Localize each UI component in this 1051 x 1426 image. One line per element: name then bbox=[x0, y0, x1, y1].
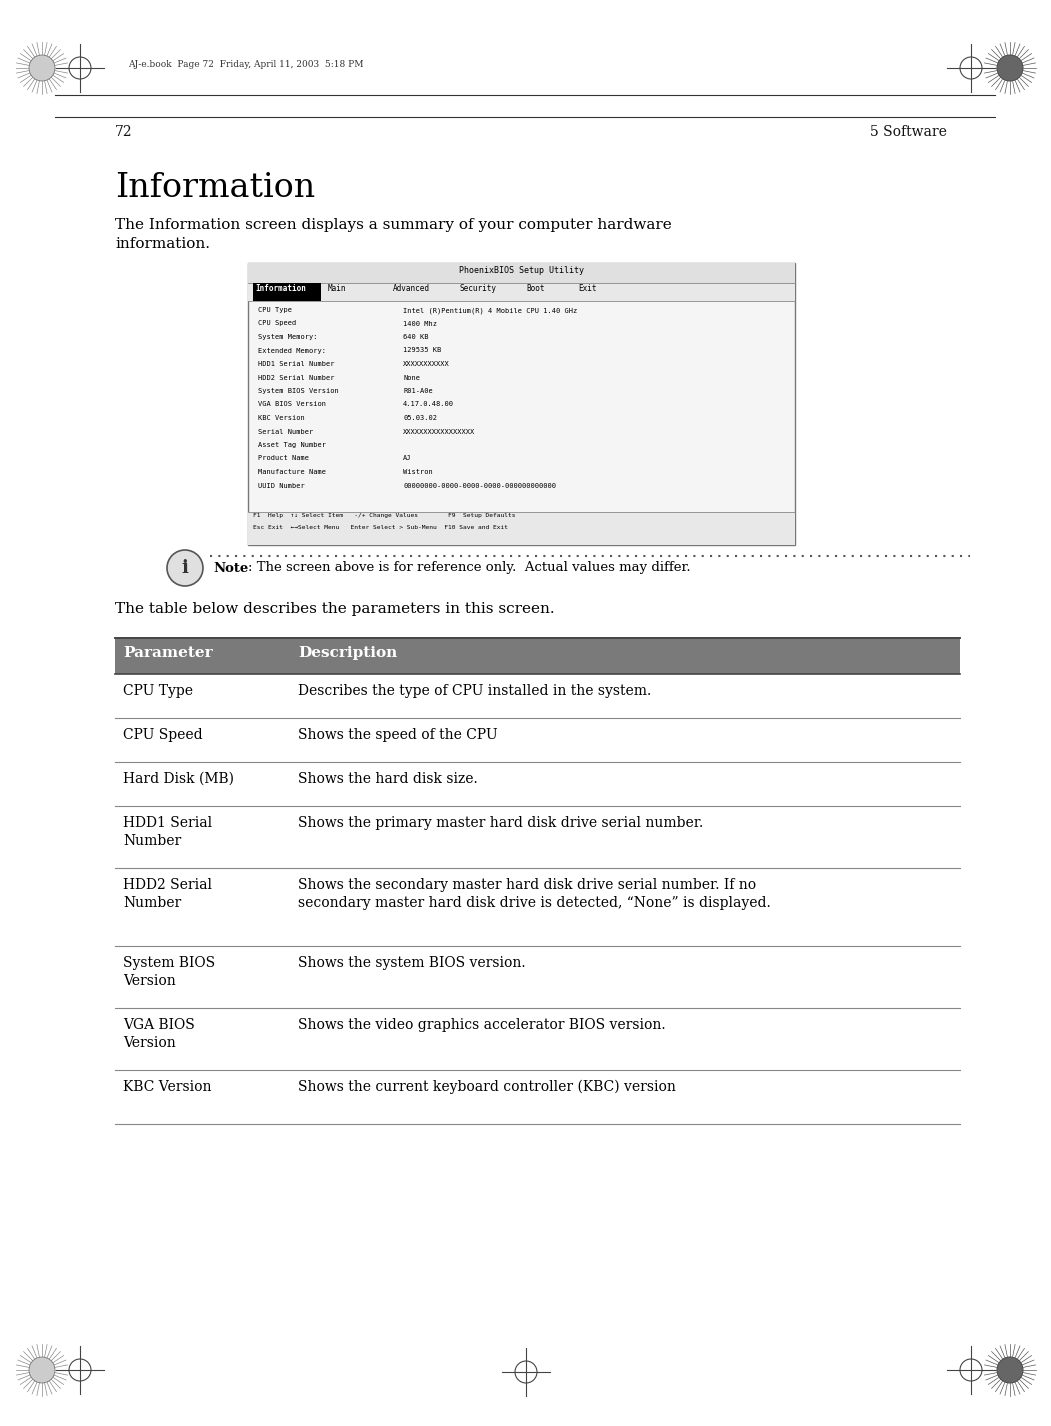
Text: AJ: AJ bbox=[403, 455, 412, 462]
Text: VGA BIOS
Version: VGA BIOS Version bbox=[123, 1018, 194, 1051]
Text: 4.17.0.48.00: 4.17.0.48.00 bbox=[403, 402, 454, 408]
Text: Main: Main bbox=[328, 284, 347, 292]
Text: Intel (R)Pentium(R) 4 Mobile CPU 1.40 GHz: Intel (R)Pentium(R) 4 Mobile CPU 1.40 GH… bbox=[403, 307, 577, 314]
Bar bbox=[115, 761, 960, 806]
Bar bbox=[115, 868, 960, 945]
Text: 1400 Mhz: 1400 Mhz bbox=[403, 321, 437, 327]
Text: Security: Security bbox=[460, 284, 497, 292]
Bar bbox=[115, 1070, 960, 1124]
Circle shape bbox=[997, 56, 1023, 81]
Text: Parameter: Parameter bbox=[123, 646, 212, 660]
Text: : The screen above is for reference only.  Actual values may differ.: : The screen above is for reference only… bbox=[248, 562, 691, 575]
Circle shape bbox=[29, 1358, 55, 1383]
Bar bbox=[115, 674, 960, 719]
Bar bbox=[248, 282, 795, 301]
Text: System BIOS
Version: System BIOS Version bbox=[123, 955, 215, 988]
Text: Shows the primary master hard disk drive serial number.: Shows the primary master hard disk drive… bbox=[298, 816, 703, 830]
Text: 5 Software: 5 Software bbox=[870, 125, 947, 138]
Text: Shows the current keyboard controller (KBC) version: Shows the current keyboard controller (K… bbox=[298, 1079, 676, 1094]
Text: AJ-e.book  Page 72  Friday, April 11, 2003  5:18 PM: AJ-e.book Page 72 Friday, April 11, 2003… bbox=[128, 60, 364, 68]
Text: KBC Version: KBC Version bbox=[123, 1079, 211, 1094]
Circle shape bbox=[167, 550, 203, 586]
Text: Shows the secondary master hard disk drive serial number. If no
secondary master: Shows the secondary master hard disk dri… bbox=[298, 878, 770, 910]
Text: The table below describes the parameters in this screen.: The table below describes the parameters… bbox=[115, 602, 555, 616]
Text: PhoenixBIOS Setup Utility: PhoenixBIOS Setup Utility bbox=[459, 267, 584, 275]
Text: System BIOS Version: System BIOS Version bbox=[257, 388, 338, 394]
Text: The Information screen displays a summary of your computer hardware
information.: The Information screen displays a summar… bbox=[115, 218, 672, 251]
Circle shape bbox=[997, 1358, 1023, 1383]
Bar bbox=[115, 637, 960, 674]
Text: Wistron: Wistron bbox=[403, 469, 433, 475]
Circle shape bbox=[997, 56, 1023, 81]
Text: KBC Version: KBC Version bbox=[257, 415, 305, 421]
Text: CPU Type: CPU Type bbox=[257, 307, 292, 312]
Text: Describes the type of CPU installed in the system.: Describes the type of CPU installed in t… bbox=[298, 684, 652, 697]
Text: R01-A0e: R01-A0e bbox=[403, 388, 433, 394]
Text: Boot: Boot bbox=[526, 284, 544, 292]
Text: Shows the hard disk size.: Shows the hard disk size. bbox=[298, 771, 478, 786]
Text: CPU Speed: CPU Speed bbox=[123, 729, 203, 742]
Text: Description: Description bbox=[298, 646, 397, 660]
Text: Serial Number: Serial Number bbox=[257, 428, 313, 435]
Bar bbox=[115, 1008, 960, 1070]
Bar bbox=[115, 945, 960, 1008]
Text: HDD1 Serial Number: HDD1 Serial Number bbox=[257, 361, 334, 366]
Text: Shows the system BIOS version.: Shows the system BIOS version. bbox=[298, 955, 526, 970]
Text: Note: Note bbox=[213, 562, 248, 575]
Text: Asset Tag Number: Asset Tag Number bbox=[257, 442, 326, 448]
Bar bbox=[115, 806, 960, 868]
Circle shape bbox=[997, 1358, 1023, 1383]
Text: System Memory:: System Memory: bbox=[257, 334, 317, 339]
Text: i: i bbox=[182, 559, 188, 578]
Text: F1  Help  ↑↓ Select Item   -/+ Change Values        F9  Setup Defaults: F1 Help ↑↓ Select Item -/+ Change Values… bbox=[253, 513, 515, 518]
Text: 00000000-0000-0000-0000-000000000000: 00000000-0000-0000-0000-000000000000 bbox=[403, 482, 556, 489]
Bar bbox=[248, 262, 795, 545]
Bar bbox=[248, 262, 795, 282]
Text: Information: Information bbox=[115, 173, 315, 204]
Text: HDD1 Serial
Number: HDD1 Serial Number bbox=[123, 816, 212, 848]
Circle shape bbox=[29, 56, 55, 81]
Bar bbox=[115, 719, 960, 761]
Text: HDD2 Serial
Number: HDD2 Serial Number bbox=[123, 878, 212, 910]
Text: Extended Memory:: Extended Memory: bbox=[257, 348, 326, 354]
Text: VGA BIOS Version: VGA BIOS Version bbox=[257, 402, 326, 408]
Text: Exit: Exit bbox=[578, 284, 597, 292]
Text: Hard Disk (MB): Hard Disk (MB) bbox=[123, 771, 234, 786]
Text: Manufacture Name: Manufacture Name bbox=[257, 469, 326, 475]
Text: CPU Type: CPU Type bbox=[123, 684, 193, 697]
Text: XXXXXXXXXXXXXXXXX: XXXXXXXXXXXXXXXXX bbox=[403, 428, 475, 435]
Text: XXXXXXXXXXX: XXXXXXXXXXX bbox=[403, 361, 450, 366]
Text: Product Name: Product Name bbox=[257, 455, 309, 462]
Text: Shows the video graphics accelerator BIOS version.: Shows the video graphics accelerator BIO… bbox=[298, 1018, 665, 1032]
Text: 640 KB: 640 KB bbox=[403, 334, 429, 339]
Text: Information: Information bbox=[255, 284, 306, 292]
Text: None: None bbox=[403, 375, 420, 381]
Bar bbox=[253, 282, 321, 301]
Text: UUID Number: UUID Number bbox=[257, 482, 305, 489]
Bar bbox=[248, 512, 795, 545]
Text: HDD2 Serial Number: HDD2 Serial Number bbox=[257, 375, 334, 381]
Text: Advanced: Advanced bbox=[393, 284, 430, 292]
Text: 05.03.02: 05.03.02 bbox=[403, 415, 437, 421]
Text: 72: 72 bbox=[115, 125, 132, 138]
Text: CPU Speed: CPU Speed bbox=[257, 321, 296, 327]
Text: 129535 KB: 129535 KB bbox=[403, 348, 441, 354]
Text: Shows the speed of the CPU: Shows the speed of the CPU bbox=[298, 729, 497, 742]
Text: Esc Exit  ←→Select Menu   Enter Select > Sub-Menu  F10 Save and Exit: Esc Exit ←→Select Menu Enter Select > Su… bbox=[253, 525, 508, 530]
